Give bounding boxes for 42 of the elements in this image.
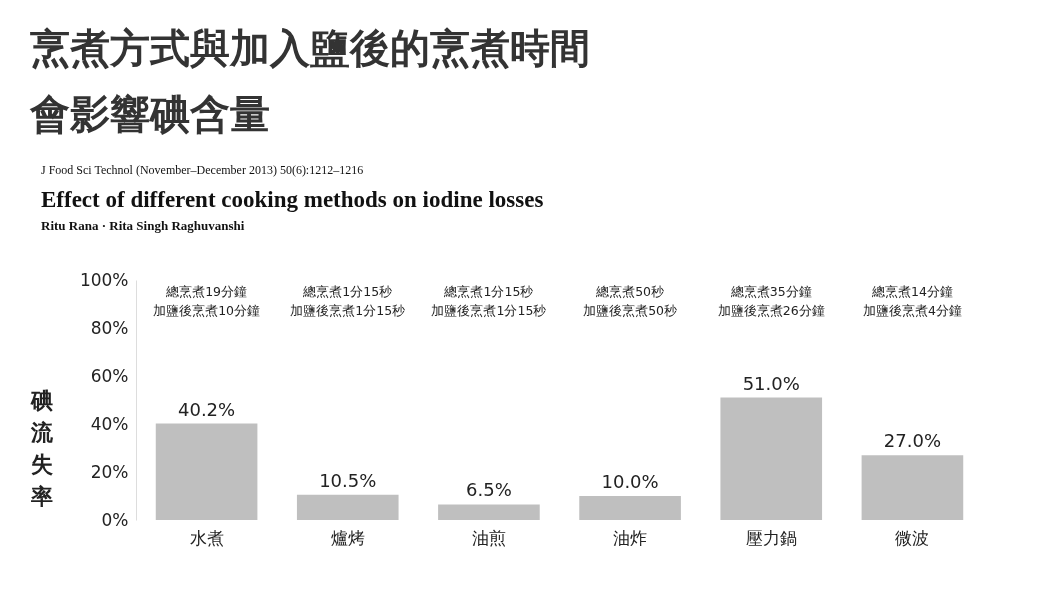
annotation: 總烹煮1分15秒 bbox=[443, 284, 534, 299]
data-label: 51.0% bbox=[742, 372, 800, 394]
x-tick-label: 水煮 bbox=[189, 527, 224, 548]
text: Effect of different cooking methods on iodine losses bbox=[41, 187, 544, 212]
annotation: 總烹煮35分鐘 bbox=[729, 284, 812, 299]
data-label: 10.5% bbox=[319, 469, 377, 491]
annotation: 總烹煮50秒 bbox=[595, 284, 665, 299]
y-tick-label: 80% bbox=[90, 317, 129, 338]
bar bbox=[579, 496, 681, 520]
y-tick-label: 20% bbox=[90, 461, 129, 482]
text: Ritu Rana · Rita Singh Raghuvanshi bbox=[41, 218, 245, 233]
chart-subtitle: 會影響碘含量 bbox=[29, 91, 270, 137]
text: J Food Sci Technol (November–December 2013) 50(6):1212–1216 bbox=[41, 163, 364, 177]
bar bbox=[296, 494, 399, 520]
annotation: 加鹽後烹煮4分鐘 bbox=[862, 303, 962, 318]
y-axis-title: 碘流失率 bbox=[29, 387, 54, 509]
annotation: 總烹煮19分鐘 bbox=[165, 284, 248, 299]
x-tick-label: 油煎 bbox=[471, 527, 506, 548]
bar bbox=[155, 423, 258, 520]
annotation: 加鹽後烹煮10分鐘 bbox=[153, 303, 261, 318]
y-tick-label: 60% bbox=[90, 365, 129, 386]
y-tick-label: 0% bbox=[101, 509, 129, 530]
data-label: 40.2% bbox=[177, 398, 236, 420]
chart-title: 烹煮方式與加入鹽後的烹煮時間 bbox=[30, 25, 590, 71]
annotation: 總烹煮1分15秒 bbox=[302, 284, 393, 299]
annotation: 加鹽後烹煮1分15秒 bbox=[431, 303, 547, 318]
bar bbox=[861, 455, 964, 520]
data-label: 6.5% bbox=[466, 479, 512, 501]
data-label: 27.0% bbox=[883, 430, 942, 452]
bar bbox=[438, 504, 540, 520]
annotation: 加鹽後烹煮1分15秒 bbox=[290, 303, 406, 318]
x-tick-label: 微波 bbox=[895, 527, 930, 548]
x-tick-label: 壓力鍋 bbox=[745, 527, 797, 548]
annotation: 加鹽後烹煮50秒 bbox=[583, 303, 678, 318]
bar bbox=[720, 397, 823, 520]
y-tick-label: 100% bbox=[79, 269, 129, 290]
x-tick-label: 油炸 bbox=[613, 527, 648, 548]
x-tick-label: 爐烤 bbox=[330, 527, 365, 548]
annotation: 總烹煮14分鐘 bbox=[870, 284, 953, 299]
annotation: 加鹽後烹煮26分鐘 bbox=[717, 303, 825, 318]
y-tick-label: 40% bbox=[90, 413, 129, 434]
data-label: 10.0% bbox=[601, 471, 659, 492]
